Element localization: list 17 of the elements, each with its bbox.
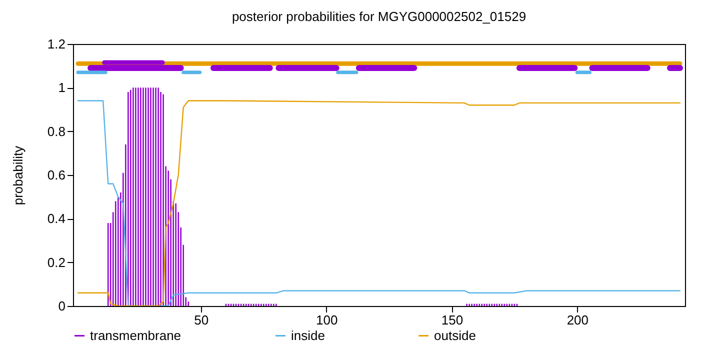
- y-tick-label: 1: [58, 80, 66, 96]
- y-tick-label: 0.6: [47, 168, 66, 182]
- legend-label: outside: [434, 328, 476, 343]
- y-tick-label: 1.2: [47, 36, 66, 52]
- legend-label: inside: [291, 328, 325, 343]
- x-tick-label: 150: [441, 312, 464, 328]
- x-tick-label: 100: [316, 312, 338, 328]
- y-axis-title: probability: [10, 145, 26, 206]
- line-series: [77, 100, 681, 306]
- y-tick-label: 0.8: [47, 124, 66, 139]
- y-tick-label: 0.2: [47, 254, 66, 270]
- y-tick-label: 0: [58, 298, 66, 314]
- legend-label: transmembrane: [90, 328, 182, 343]
- x-tick-label: 200: [566, 312, 589, 328]
- y-tick-label: 0.4: [47, 211, 66, 226]
- chart-title: posterior probabilities for MGYG000002502_01529: [232, 9, 526, 24]
- x-tick-label: 50: [194, 312, 209, 328]
